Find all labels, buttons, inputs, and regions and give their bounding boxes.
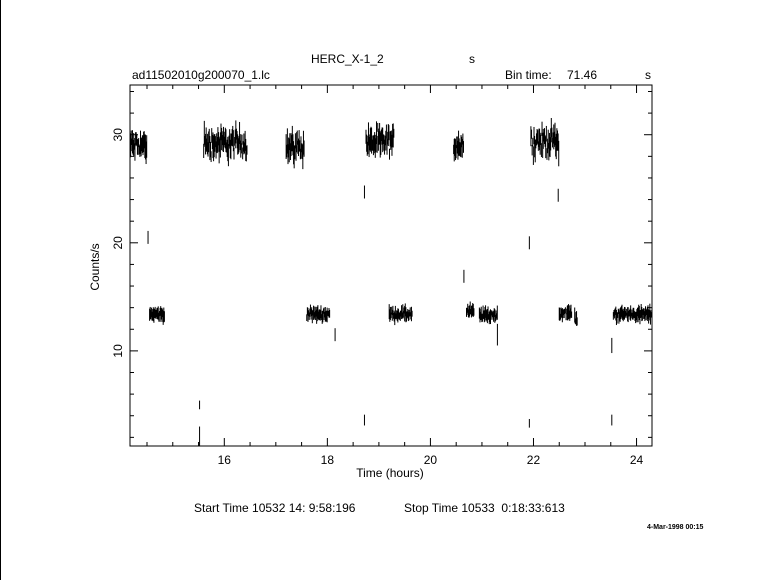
y-tick-label: 10 (111, 344, 125, 358)
x-tick-label: 24 (630, 453, 644, 467)
title-s-label: s (469, 52, 475, 66)
y-axis-label: Counts/s (88, 243, 102, 290)
object-title: HERC_X-1_2 (311, 52, 384, 66)
y-tick-label: 20 (111, 236, 125, 250)
plot-axes (129, 84, 653, 447)
x-tick-label: 20 (424, 453, 438, 467)
start-time: Start Time 10532 14: 9:58:196 (194, 501, 356, 515)
x-tick-label: 16 (218, 453, 232, 467)
bin-time-unit: s (645, 68, 651, 82)
bin-time-label: Bin time: (505, 68, 552, 82)
plot-date: 4-Mar-1998 00:15 (647, 524, 704, 531)
file-name: ad11502010g200070_1.lc (132, 68, 270, 82)
x-tick-label: 18 (321, 453, 335, 467)
x-axis-label: Time (hours) (356, 466, 424, 480)
x-tick-label: 22 (527, 453, 541, 467)
y-tick-label: 30 (111, 128, 125, 142)
data-marks (129, 118, 653, 446)
plot-frame (129, 84, 653, 447)
stop-time: Stop Time 10533 0:18:33:613 (404, 501, 565, 515)
tick-labels: 16 18 20 22 24 10 20 30 (111, 128, 644, 467)
window-edge (0, 0, 1, 580)
bin-time-value: 71.46 (567, 68, 598, 82)
